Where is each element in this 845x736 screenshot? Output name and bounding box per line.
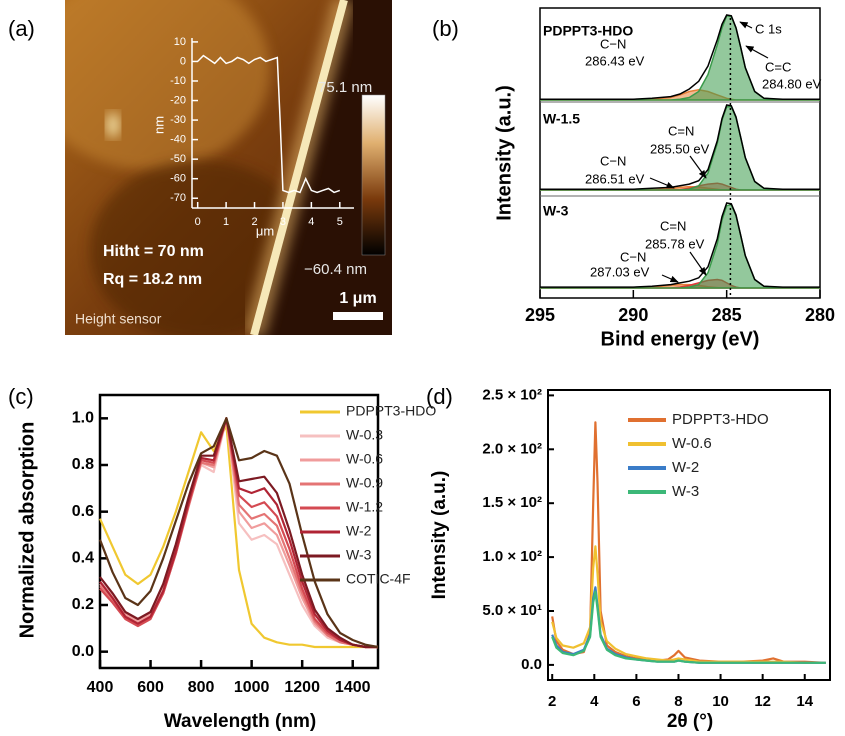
legend-label: W-3 — [346, 547, 372, 563]
legend-label: W-2 — [346, 523, 372, 539]
legend-label: W-0.6 — [346, 451, 383, 467]
colorbar-min: −60.4 nm — [304, 261, 367, 278]
scale-bar-label: 1 μm — [339, 290, 376, 307]
afm-annotation: Hitht = 70 nm — [103, 243, 204, 260]
x-axis-label: Wavelength (nm) — [164, 711, 316, 732]
x-tick-label: 12 — [754, 693, 771, 710]
legend-label: PDPPT3-HDO — [346, 403, 436, 419]
legend-label: W-0.3 — [346, 427, 383, 443]
annotation-arrow — [650, 178, 674, 188]
x-tick-label: 8 — [674, 693, 682, 710]
channel-label: Height sensor — [75, 311, 162, 327]
peak-annotation: C=N — [660, 218, 686, 233]
legend-label: W-1.2 — [346, 499, 383, 515]
y-tick-label: 10 — [174, 36, 186, 48]
legend-label: W-0.9 — [346, 475, 383, 491]
peak-annotation: C−N — [620, 249, 646, 264]
legend-label: W-0.6 — [672, 435, 712, 452]
y-tick-label: -70 — [170, 192, 186, 204]
legend-label: PDPPT3-HDO — [672, 411, 769, 428]
x-tick-label: 400 — [87, 679, 114, 696]
legend-label: COTIC-4F — [346, 571, 411, 587]
data-line — [552, 592, 826, 663]
x-tick-label: 1 — [223, 216, 229, 228]
x-tick-label: 1200 — [284, 679, 320, 696]
peak-annotation: 284.80 eV — [762, 76, 822, 91]
x-tick-label: 295 — [525, 305, 555, 325]
afm-annotation: Rq = 18.2 nm — [103, 271, 202, 288]
afm-image — [30, 0, 392, 340]
x-tick-label: 285 — [712, 305, 742, 325]
sample-label: W-3 — [543, 203, 569, 219]
panel-label: (b) — [432, 16, 459, 41]
x-axis-label: Bind energy (eV) — [601, 328, 760, 350]
y-axis-label: Intensity (a.u.) — [493, 85, 515, 221]
y-axis-label: nm — [151, 116, 166, 134]
y-tick-label: 1.0 × 10² — [482, 548, 542, 565]
x-tick-label: 5 — [337, 216, 343, 228]
y-tick-label: 2.5 × 10² — [482, 386, 542, 403]
figure: 75.1 nm −60.4 nm Hitht = 70 nm Rq = 18.2… — [0, 0, 845, 736]
annotation-arrow — [662, 275, 678, 282]
page: 75.1 nm −60.4 nm Hitht = 70 nm Rq = 18.2… — [0, 0, 845, 736]
peak-annotation: 285.50 eV — [650, 141, 710, 156]
x-tick-label: 4 — [590, 693, 599, 710]
y-tick-label: 1.5 × 10² — [482, 494, 542, 511]
peak-annotation: 286.51 eV — [585, 171, 645, 186]
x-axis-label: 2θ (°) — [667, 711, 713, 732]
y-tick-label: -60 — [170, 173, 186, 185]
y-tick-label: 2.0 × 10² — [482, 440, 542, 457]
annotation-arrow — [690, 252, 706, 275]
y-tick-label: 0.0 — [72, 643, 94, 660]
x-tick-label: 600 — [137, 679, 164, 696]
x-tick-label: 290 — [618, 305, 648, 325]
scale-bar — [333, 312, 383, 320]
y-tick-label: -30 — [170, 114, 186, 126]
x-tick-label: 6 — [632, 693, 640, 710]
y-tick-label: 0.6 — [72, 503, 94, 520]
peak-annotation: 285.78 eV — [645, 236, 705, 251]
x-tick-label: 3 — [280, 216, 286, 228]
x-tick-label: 2 — [548, 693, 556, 710]
y-tick-label: 0 — [180, 55, 186, 67]
y-tick-label: 0.2 — [72, 596, 94, 613]
legend-label: W-2 — [672, 459, 699, 476]
y-tick-label: -40 — [170, 134, 186, 146]
annotation-arrow — [690, 156, 706, 178]
x-tick-label: 280 — [805, 305, 835, 325]
panel-label: (c) — [8, 384, 34, 409]
x-tick-label: 1400 — [335, 679, 371, 696]
peak-annotation: 286.43 eV — [585, 53, 645, 68]
y-tick-label: 0.0 — [521, 656, 542, 673]
x-tick-label: 10 — [712, 693, 729, 710]
y-tick-label: 1.0 — [72, 410, 94, 427]
y-tick-label: 0.4 — [72, 550, 94, 567]
panel-label: (a) — [8, 16, 35, 41]
peak-annotation: C 1s — [755, 21, 782, 36]
peak-annotation: 287.03 eV — [590, 264, 650, 279]
annotation-arrow — [740, 22, 752, 28]
sample-label: W-1.5 — [543, 111, 580, 127]
y-axis-label: Intensity (a.u.) — [429, 471, 450, 600]
peak-annotation: C=N — [668, 123, 694, 138]
annotation-arrow — [746, 46, 768, 58]
y-tick-label: -50 — [170, 153, 186, 165]
legend-label: W-3 — [672, 483, 699, 500]
y-tick-label: 5.0 × 10¹ — [482, 602, 542, 619]
x-tick-label: 800 — [188, 679, 215, 696]
color-bar — [362, 95, 385, 255]
x-tick-label: 0 — [195, 216, 201, 228]
peak-annotation: C−N — [600, 153, 626, 168]
x-tick-label: 14 — [796, 693, 813, 710]
peak-annotation: C−N — [600, 36, 626, 51]
y-axis-label: Normalized absorption — [16, 422, 38, 639]
colorbar-max: 75.1 nm — [318, 79, 372, 96]
y-tick-label: -20 — [170, 94, 186, 106]
x-tick-label: 4 — [308, 216, 314, 228]
y-tick-label: -10 — [170, 75, 186, 87]
x-tick-label: 1000 — [234, 679, 270, 696]
peak-annotation: C=C — [765, 59, 791, 74]
y-tick-label: 0.8 — [72, 456, 94, 473]
x-axis-label: μm — [256, 223, 274, 238]
